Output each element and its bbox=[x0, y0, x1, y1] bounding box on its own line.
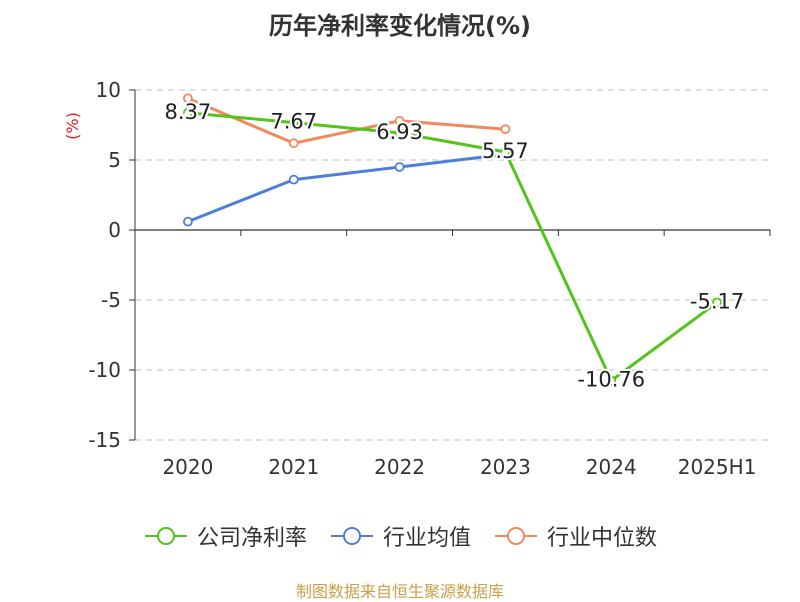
x-tick-label: 2021 bbox=[268, 455, 319, 479]
data-label: 7.67 bbox=[270, 110, 317, 134]
x-tick-label: 2024 bbox=[586, 455, 637, 479]
data-point bbox=[288, 117, 299, 128]
series-lines bbox=[183, 93, 722, 386]
data-point bbox=[606, 375, 617, 386]
x-tick-label: 2025H1 bbox=[678, 455, 757, 479]
y-tick-label: -15 bbox=[88, 428, 121, 452]
data-point bbox=[288, 174, 299, 185]
x-tick-label: 2023 bbox=[480, 455, 531, 479]
legend-label: 行业均值 bbox=[382, 526, 471, 551]
data-label: 5.57 bbox=[482, 139, 529, 163]
x-tick-label: 2020 bbox=[162, 455, 213, 479]
data-point bbox=[394, 162, 405, 172]
data-point bbox=[183, 107, 193, 118]
chart-title: 历年净利率变化情况(%) bbox=[269, 12, 531, 40]
series-line bbox=[187, 111, 718, 383]
data-point bbox=[183, 216, 193, 227]
data-label: -10.76 bbox=[577, 368, 645, 392]
series-line bbox=[187, 97, 506, 145]
legend-marker-blue bbox=[330, 527, 373, 545]
data-point bbox=[288, 138, 299, 149]
data-point bbox=[183, 93, 193, 104]
legend-marker-orange bbox=[495, 527, 537, 545]
legend-item-industry-median[interactable]: 行业中位数 bbox=[493, 520, 657, 552]
y-tick-label: 5 bbox=[108, 148, 121, 172]
data-point bbox=[712, 297, 722, 308]
data-point bbox=[394, 115, 405, 126]
data-label: 8.37 bbox=[165, 100, 212, 124]
y-tick-label: 10 bbox=[96, 78, 121, 102]
legend-marker-green bbox=[144, 527, 187, 545]
data-label: 6.93 bbox=[376, 120, 423, 144]
x-tick-label: 2022 bbox=[374, 455, 425, 479]
y-axis-unit-label: (%) bbox=[63, 112, 82, 140]
legend-label: 行业中位数 bbox=[547, 526, 658, 551]
y-tick-label: -10 bbox=[88, 358, 121, 382]
legend-label: 公司净利率 bbox=[196, 526, 307, 551]
source-note: 制图数据来自恒生聚源数据库 bbox=[295, 582, 504, 601]
data-point bbox=[394, 128, 405, 138]
data-point bbox=[500, 124, 511, 135]
data-point bbox=[500, 147, 511, 157]
data-labels: 8.37 7.67 6.93 5.57 -10.76 -5.17 bbox=[163, 98, 747, 394]
data-label: -5.17 bbox=[690, 289, 744, 313]
legend-item-company-net-margin[interactable]: 公司净利率 bbox=[143, 520, 307, 552]
series-line bbox=[187, 152, 506, 223]
grid-lines bbox=[135, 89, 770, 441]
legend: 公司净利率 行业均值 行业中位数 bbox=[0, 520, 800, 552]
axes: 10 5 0 -5 -10 -15 2020 2021 2022 2023 2024 2025H1 bbox=[88, 78, 771, 479]
y-tick-label: -5 bbox=[101, 288, 121, 312]
y-tick-label: 0 bbox=[108, 218, 121, 242]
legend-item-industry-mean[interactable]: 行业均值 bbox=[329, 520, 471, 552]
